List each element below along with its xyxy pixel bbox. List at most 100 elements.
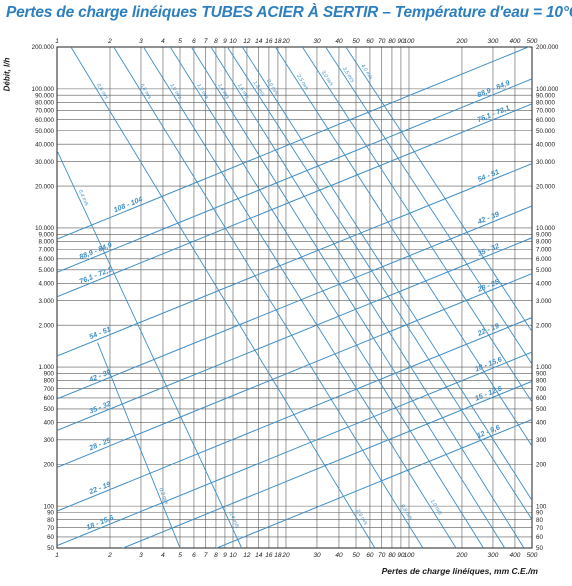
y-tick-label-left: 200 xyxy=(44,461,55,468)
velocity-label-bottom: 0,4 m/s xyxy=(227,511,240,529)
x-tick-label-top: 8 xyxy=(214,38,218,45)
y-tick-label-right: 600 xyxy=(536,395,547,402)
y-tick-label-right: 800 xyxy=(536,378,547,385)
diameter-label-left: 76,1 - 72,1 xyxy=(78,265,113,286)
y-tick-label-left: 70.000 xyxy=(35,108,54,115)
x-tick-label-top: 300 xyxy=(488,38,499,45)
y-tick-label-left: 20.000 xyxy=(35,183,54,190)
diameter-label-left: 88,9 - 84,9 xyxy=(78,240,113,261)
y-tick-label-right: 900 xyxy=(536,371,547,378)
y-tick-label-left: 90.000 xyxy=(35,92,54,99)
y-tick-label-right: 30.000 xyxy=(536,159,555,166)
y-tick-label-right: 500 xyxy=(536,406,547,413)
y-tick-label-left: 2.000 xyxy=(39,322,55,329)
velocity-line xyxy=(274,47,532,447)
x-tick-label-top: 20 xyxy=(281,38,290,45)
x-tick-label-top: 40 xyxy=(335,38,343,45)
y-tick-label-right: 8.000 xyxy=(536,239,552,246)
x-tick-label-bottom: 5 xyxy=(178,552,182,559)
x-tick-label-bottom: 500 xyxy=(527,552,538,559)
y-tick-label-left: 7.000 xyxy=(39,247,55,254)
diameter-label-right: 18 - 15,6 xyxy=(473,354,504,373)
x-tick-label-bottom: 60 xyxy=(366,552,374,559)
x-tick-label-top: 50 xyxy=(352,38,360,45)
diameter-line xyxy=(57,103,532,298)
y-tick-label-right: 300 xyxy=(536,437,547,444)
y-tick-label-right: 4.000 xyxy=(536,281,552,288)
x-tick-label-top: 4 xyxy=(161,38,165,45)
x-tick-label-top: 2 xyxy=(107,38,112,45)
y-tick-label-right: 2.000 xyxy=(536,322,552,329)
plot-frame xyxy=(56,46,533,549)
y-tick-label-right: 5.000 xyxy=(536,267,552,274)
velocity-line xyxy=(143,47,457,548)
velocity-line xyxy=(70,47,376,548)
x-tick-label-top: 400 xyxy=(510,38,521,45)
x-tick-label-top: 200 xyxy=(456,38,468,45)
y-tick-label-right: 10.000 xyxy=(536,225,555,232)
y-tick-label-right: 50.000 xyxy=(536,128,555,135)
y-tick-label-right: 100.000 xyxy=(536,86,559,93)
y-tick-label-left: 6.000 xyxy=(39,256,55,263)
series-group xyxy=(57,47,532,548)
x-tick-label-bottom: 400 xyxy=(510,552,521,559)
diameter-line xyxy=(57,273,532,468)
y-tick-label-left: 40.000 xyxy=(35,141,54,148)
velocity-line xyxy=(190,47,506,548)
y-tick-label-right: 6.000 xyxy=(536,256,552,263)
y-tick-label-left: 8.000 xyxy=(39,239,55,246)
diameter-line xyxy=(57,317,532,512)
x-tick-label-bottom: 18 xyxy=(274,552,282,559)
diameter-line xyxy=(57,78,532,273)
velocity-line xyxy=(113,47,424,548)
y-tick-label-right: 200 xyxy=(536,461,547,468)
x-tick-label-top: 12 xyxy=(243,38,251,45)
y-tick-label-right: 70.000 xyxy=(536,108,555,115)
y-tick-label-right: 90 xyxy=(536,510,543,517)
x-tick-label-top: 1 xyxy=(55,38,59,45)
x-tick-label-bottom: 200 xyxy=(456,552,468,559)
x-tick-label-bottom: 4 xyxy=(161,552,165,559)
x-tick-label-top: 10 xyxy=(229,38,237,45)
x-tick-label-top: 18 xyxy=(274,38,282,45)
x-tick-label-top: 90 xyxy=(397,38,405,45)
diameter-line xyxy=(57,205,532,400)
y-tick-label-left: 10.000 xyxy=(35,225,54,232)
y-tick-label-left: 50 xyxy=(47,545,54,552)
x-axis-label: Pertes de charge linéiques, mm C.E./m xyxy=(381,566,538,576)
x-tick-label-bottom: 90 xyxy=(397,552,405,559)
x-tick-label-bottom: 1 xyxy=(55,552,59,559)
y-tick-label-right: 20.000 xyxy=(536,183,555,190)
y-tick-label-right: 70 xyxy=(536,525,543,532)
x-tick-label-top: 60 xyxy=(366,38,374,45)
x-tick-label-bottom: 80 xyxy=(388,552,396,559)
x-tick-label-top: 5 xyxy=(178,38,182,45)
x-tick-label-top: 16 xyxy=(265,38,273,45)
y-tick-label-right: 80 xyxy=(536,517,543,524)
diameter-label-left: 108 - 104 xyxy=(112,194,144,214)
y-tick-label-right: 100 xyxy=(536,503,547,510)
y-tick-label-left: 4.000 xyxy=(39,281,55,288)
x-tick-label-top: 14 xyxy=(255,38,263,45)
y-tick-label-left: 9.000 xyxy=(39,232,55,239)
velocity-line xyxy=(302,47,532,403)
y-tick-label-right: 40.000 xyxy=(536,141,555,148)
y-tick-label-left: 200.000 xyxy=(32,44,55,51)
x-tick-label-bottom: 40 xyxy=(335,552,343,559)
y-tick-label-right: 90.000 xyxy=(536,92,555,99)
y-tick-label-right: 80.000 xyxy=(536,100,555,107)
diameter-label-right: 76,1 - 72,1 xyxy=(476,103,511,124)
y-tick-label-right: 3.000 xyxy=(536,298,552,305)
y-tick-label-left: 100.000 xyxy=(32,86,55,93)
x-tick-label-bottom: 70 xyxy=(378,552,386,559)
x-tick-label-bottom: 3 xyxy=(139,552,143,559)
x-tick-label-bottom: 20 xyxy=(281,552,290,559)
velocity-line xyxy=(57,150,243,548)
diameter-line xyxy=(57,47,530,240)
diameter-line xyxy=(57,237,532,431)
x-tick-label-bottom: 8 xyxy=(214,552,218,559)
velocity-line xyxy=(241,47,532,501)
velocity-line xyxy=(97,342,181,548)
y-tick-label-right: 400 xyxy=(536,420,547,427)
x-tick-label-top: 30 xyxy=(313,38,321,45)
